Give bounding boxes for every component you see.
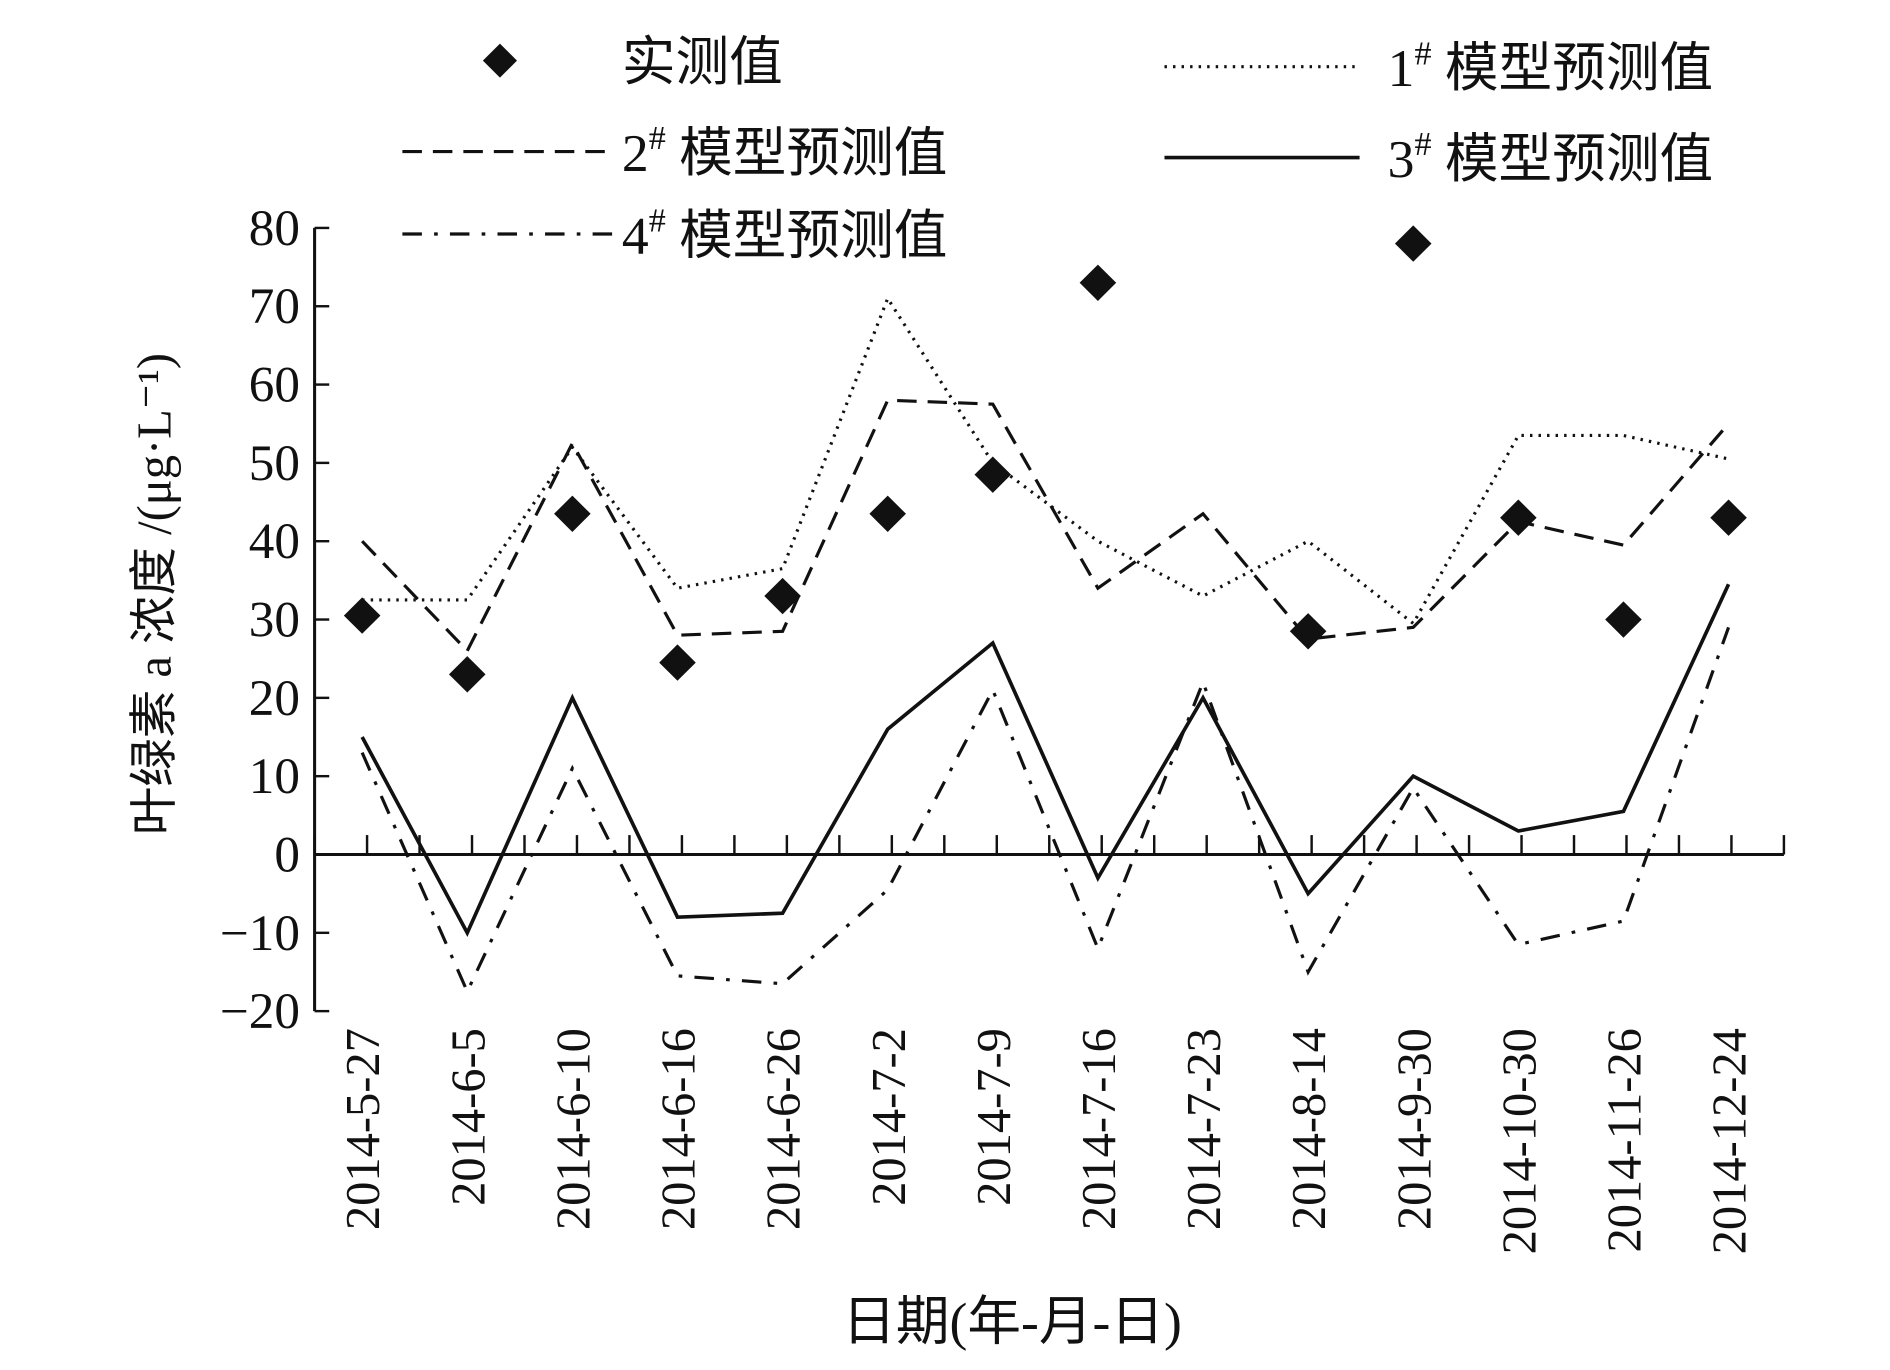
measured-point — [1289, 613, 1327, 650]
legend-model-number: 2 — [622, 123, 649, 183]
x-tick-label: 2014-6-16 — [651, 1028, 705, 1230]
x-axis-label: 日期(年-月-日) — [842, 1292, 1182, 1352]
y-tick-label: 60 — [249, 357, 300, 414]
y-tick-label: −10 — [220, 905, 300, 962]
series-line-3 — [360, 583, 1731, 937]
x-tick-label: 2014-12-24 — [1703, 1028, 1757, 1254]
measured-point — [343, 597, 381, 634]
x-tick-label: 2014-9-30 — [1387, 1028, 1441, 1230]
x-tick-label: 2014-10-30 — [1492, 1028, 1546, 1254]
series-line-2 — [361, 398, 1730, 654]
y-tick-label: 80 — [249, 200, 300, 257]
measured-point — [869, 495, 906, 532]
measured-point — [659, 644, 696, 681]
legend-name: 模型预测值 — [666, 123, 948, 183]
legend-model-number: 4 — [622, 206, 649, 266]
legend-item-4: 4# 模型预测值 — [402, 203, 947, 266]
x-tick-label: 2014-7-23 — [1177, 1028, 1231, 1230]
legend-item-2: 2# 模型预测值 — [402, 120, 947, 183]
legend-name: 模型预测值 — [666, 206, 948, 266]
legend-label: 4# 模型预测值 — [622, 203, 947, 266]
measured-point — [974, 456, 1012, 493]
x-tick-label: 2014-7-9 — [967, 1028, 1021, 1206]
x-tick-label: 2014-6-26 — [757, 1028, 811, 1230]
x-tick-label: 2014-5-27 — [336, 1028, 390, 1230]
legend-label: 实测值 — [622, 32, 783, 92]
y-tick-label: −20 — [220, 983, 300, 1040]
legend-superscript: # — [649, 120, 666, 157]
legend-model-number: 1 — [1388, 38, 1415, 98]
x-tick-label: 2014-8-14 — [1282, 1028, 1336, 1230]
y-tick-label: 50 — [249, 435, 300, 492]
y-tick-label: 70 — [249, 278, 300, 335]
measured-point — [1394, 225, 1432, 262]
legend-superscript: # — [649, 203, 666, 240]
legend-item-1: 1# 模型预测值 — [1164, 35, 1713, 98]
legend-superscript: # — [1414, 126, 1431, 163]
measured-point — [1605, 601, 1642, 638]
legend-label: 1# 模型预测值 — [1388, 35, 1713, 98]
series-line-1 — [362, 294, 1729, 626]
measured-point — [1710, 499, 1747, 536]
legend-label: 3# 模型预测值 — [1388, 126, 1713, 189]
y-tick-label: 40 — [249, 513, 300, 570]
legend-diamond-icon — [482, 43, 518, 78]
legend-label: 2# 模型预测值 — [622, 120, 947, 183]
measured-point — [764, 577, 801, 615]
y-axis-label: 叶绿素 a 浓度 /(μg·L⁻¹) — [128, 353, 182, 835]
measured-point — [554, 495, 591, 532]
x-tick-label: 2014-7-16 — [1072, 1028, 1126, 1230]
x-tick-label: 2014-6-5 — [441, 1028, 495, 1206]
series-group — [343, 225, 1747, 996]
measured-point — [1500, 499, 1537, 536]
y-tick-label: 30 — [249, 592, 300, 649]
x-tick-label: 2014-6-10 — [546, 1028, 600, 1230]
measured-point — [1079, 264, 1117, 301]
y-tick-label: 20 — [249, 670, 300, 727]
axes: −20 −10 0 10 20 30 40 50 60 70 80 2014-5-27 2014-6-5… — [220, 200, 1786, 1254]
y-tick-label: 0 — [274, 827, 300, 884]
legend-name: 模型预测值 — [1432, 129, 1714, 189]
legend-model-number: 3 — [1388, 129, 1415, 189]
legend-superscript: # — [1414, 35, 1431, 72]
y-tick-label: 10 — [249, 748, 300, 805]
series-line-4 — [360, 626, 1731, 996]
x-tick-label: 2014-7-2 — [862, 1028, 916, 1206]
legend-name: 模型预测值 — [1432, 38, 1714, 98]
legend-item-0: 实测值 — [482, 32, 783, 92]
measured-point — [448, 656, 486, 693]
x-tick-label: 2014-11-26 — [1597, 1028, 1651, 1252]
legend-item-3: 3# 模型预测值 — [1164, 126, 1713, 189]
